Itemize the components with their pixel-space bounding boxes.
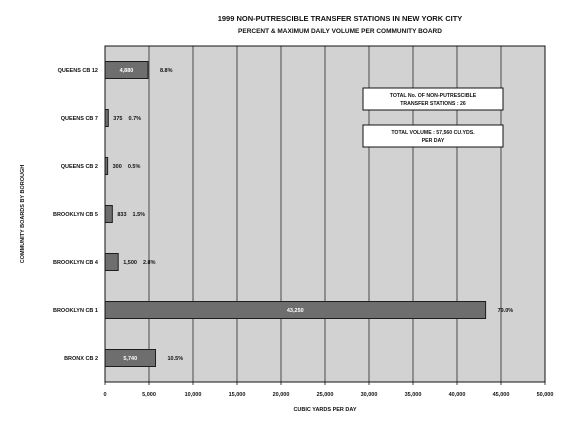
- y-tick-label: BROOKLYN CB 1: [53, 308, 98, 314]
- x-tick-label: 20,000: [273, 392, 290, 398]
- x-axis-label: CUBIC YARDS PER DAY: [293, 407, 356, 413]
- annotation-text-line: PER DAY: [422, 138, 445, 144]
- bar-percent-label: 2.8%: [143, 260, 156, 266]
- bar-value-label: 43,250: [287, 308, 304, 314]
- bar-value-label: 300: [113, 164, 122, 170]
- x-tick-label: 5,000: [142, 392, 156, 398]
- chart-title: 1999 NON-PUTRESCIBLE TRANSFER STATIONS I…: [218, 14, 463, 23]
- annotation-total-stations: TOTAL No. OF NON-PUTRESCIBLE TRANSFER ST…: [362, 87, 504, 111]
- x-tick-label: 50,000: [537, 392, 554, 398]
- annotation-box-total-volume: [362, 124, 504, 148]
- x-tick-label: 10,000: [185, 392, 202, 398]
- y-tick-label: BROOKLYN CB 4: [53, 260, 99, 266]
- y-axis-label: COMMUNITY BOARDS BY BOROUGH: [20, 165, 26, 264]
- bar-value-label: 1,500: [123, 260, 137, 266]
- x-tick-label: 40,000: [449, 392, 466, 398]
- bar-value-label: 833: [117, 212, 126, 218]
- plot-frame: [104, 45, 546, 383]
- x-tick-labels: 0 5,000 10,000 15,000 20,000 25,000 30,000 35,0…: [103, 382, 553, 398]
- annotation-box-total-stations: [362, 87, 504, 111]
- y-tick-label: QUEENS CB 7: [61, 116, 98, 122]
- bar-value-label: 5,740: [123, 356, 137, 362]
- bar-percent-label: 1.5%: [133, 212, 146, 218]
- bar-percent-label: 79.0%: [498, 308, 514, 314]
- chart-subtitle: PERCENT & MAXIMUM DAILY VOLUME PER COMMU…: [238, 28, 442, 35]
- bar-percent-label: 0.5%: [128, 164, 141, 170]
- y-tick-labels: QUEENS CB 12 QUEENS CB 7 QUEENS CB 2 BROOKL…: [53, 68, 99, 362]
- x-tick-label: 45,000: [493, 392, 510, 398]
- bar-value-label: 4,880: [120, 68, 134, 74]
- bar: [104, 253, 119, 271]
- annotation-text-line: TOTAL No. OF NON-PUTRESCIBLE: [390, 93, 477, 99]
- bar-percent-label: 8.8%: [160, 68, 173, 74]
- x-tick-label: 25,000: [317, 392, 334, 398]
- annotation-text-line: TRANSFER STATIONS : 26: [400, 101, 466, 107]
- bar: [104, 205, 113, 223]
- bar-value-label: 375: [113, 116, 122, 122]
- annotation-text-line: TOTAL VOLUME : 57,560 CU.YDS.: [391, 130, 475, 136]
- x-tick-label: 30,000: [361, 392, 378, 398]
- bar-percent-label: 0.7%: [128, 116, 141, 122]
- x-tick-label: 0: [103, 392, 106, 398]
- y-tick-label: BROOKLYN CB 5: [53, 212, 98, 218]
- bar-percent-label: 10.5%: [168, 356, 184, 362]
- x-tick-label: 35,000: [405, 392, 422, 398]
- x-tick-label: 15,000: [229, 392, 246, 398]
- y-tick-label: QUEENS CB 12: [58, 68, 98, 74]
- annotation-total-volume: TOTAL VOLUME : 57,560 CU.YDS. PER DAY: [362, 124, 504, 148]
- y-tick-label: QUEENS CB 2: [61, 164, 98, 170]
- y-tick-label: BRONX CB 2: [64, 356, 98, 362]
